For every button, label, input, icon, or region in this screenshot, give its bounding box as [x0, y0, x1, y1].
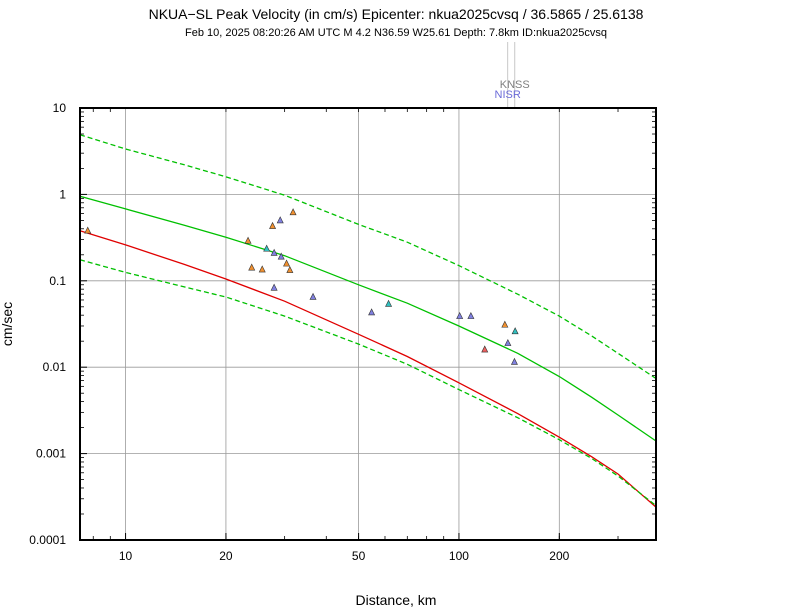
station-point [248, 263, 256, 271]
solid-curve [79, 230, 657, 508]
station-point [269, 221, 277, 229]
y-tick-label: 0.001 [36, 447, 66, 461]
station-point [368, 308, 376, 316]
station-point [270, 283, 278, 291]
dashed-curve [79, 259, 657, 507]
station-label: NISR [495, 89, 521, 101]
y-axis-label: cm/sec [0, 302, 15, 346]
chart-title: NKUA−SL Peak Velocity (in cm/s) Epicente… [149, 6, 644, 22]
station-point [258, 265, 266, 273]
curve-layer [79, 134, 657, 508]
tick-layer: 10 20 50 100 200 0.0001 0.001 0.01 0.1 1 10 [29, 101, 656, 563]
station-point [467, 311, 475, 319]
station-point [309, 292, 317, 300]
station-point [84, 226, 92, 234]
station-point [289, 208, 297, 216]
station-point [276, 216, 284, 224]
points-layer [84, 208, 519, 365]
station-point [263, 244, 271, 252]
station-point [270, 248, 278, 256]
x-axis-label: Distance, km [356, 592, 437, 608]
x-tick-label: 100 [449, 549, 469, 563]
x-tick-label: 50 [352, 549, 366, 563]
station-point [504, 338, 512, 346]
station-point [244, 236, 252, 244]
x-tick-label: 20 [219, 549, 233, 563]
station-point [501, 320, 509, 328]
y-tick-label: 0.01 [43, 360, 67, 374]
station-point [385, 299, 393, 307]
y-tick-label: 10 [53, 101, 67, 115]
grid-layer [80, 107, 656, 541]
station-point [511, 327, 519, 335]
y-tick-label: 1 [59, 187, 66, 201]
station-point [456, 311, 464, 319]
plot-frame [79, 107, 657, 541]
x-tick-label: 10 [119, 549, 133, 563]
y-tick-label: 0.1 [49, 274, 66, 288]
station-point [481, 345, 489, 353]
station-point [283, 259, 291, 267]
x-tick-label: 200 [549, 549, 569, 563]
dashed-curve [79, 134, 657, 380]
station-point [277, 252, 285, 260]
y-tick-label: 0.0001 [29, 533, 66, 547]
station-point [286, 265, 294, 273]
solid-curve [79, 195, 657, 442]
chart-subtitle: Feb 10, 2025 08:20:26 AM UTC M 4.2 N36.5… [185, 27, 607, 39]
station-point [510, 357, 518, 365]
